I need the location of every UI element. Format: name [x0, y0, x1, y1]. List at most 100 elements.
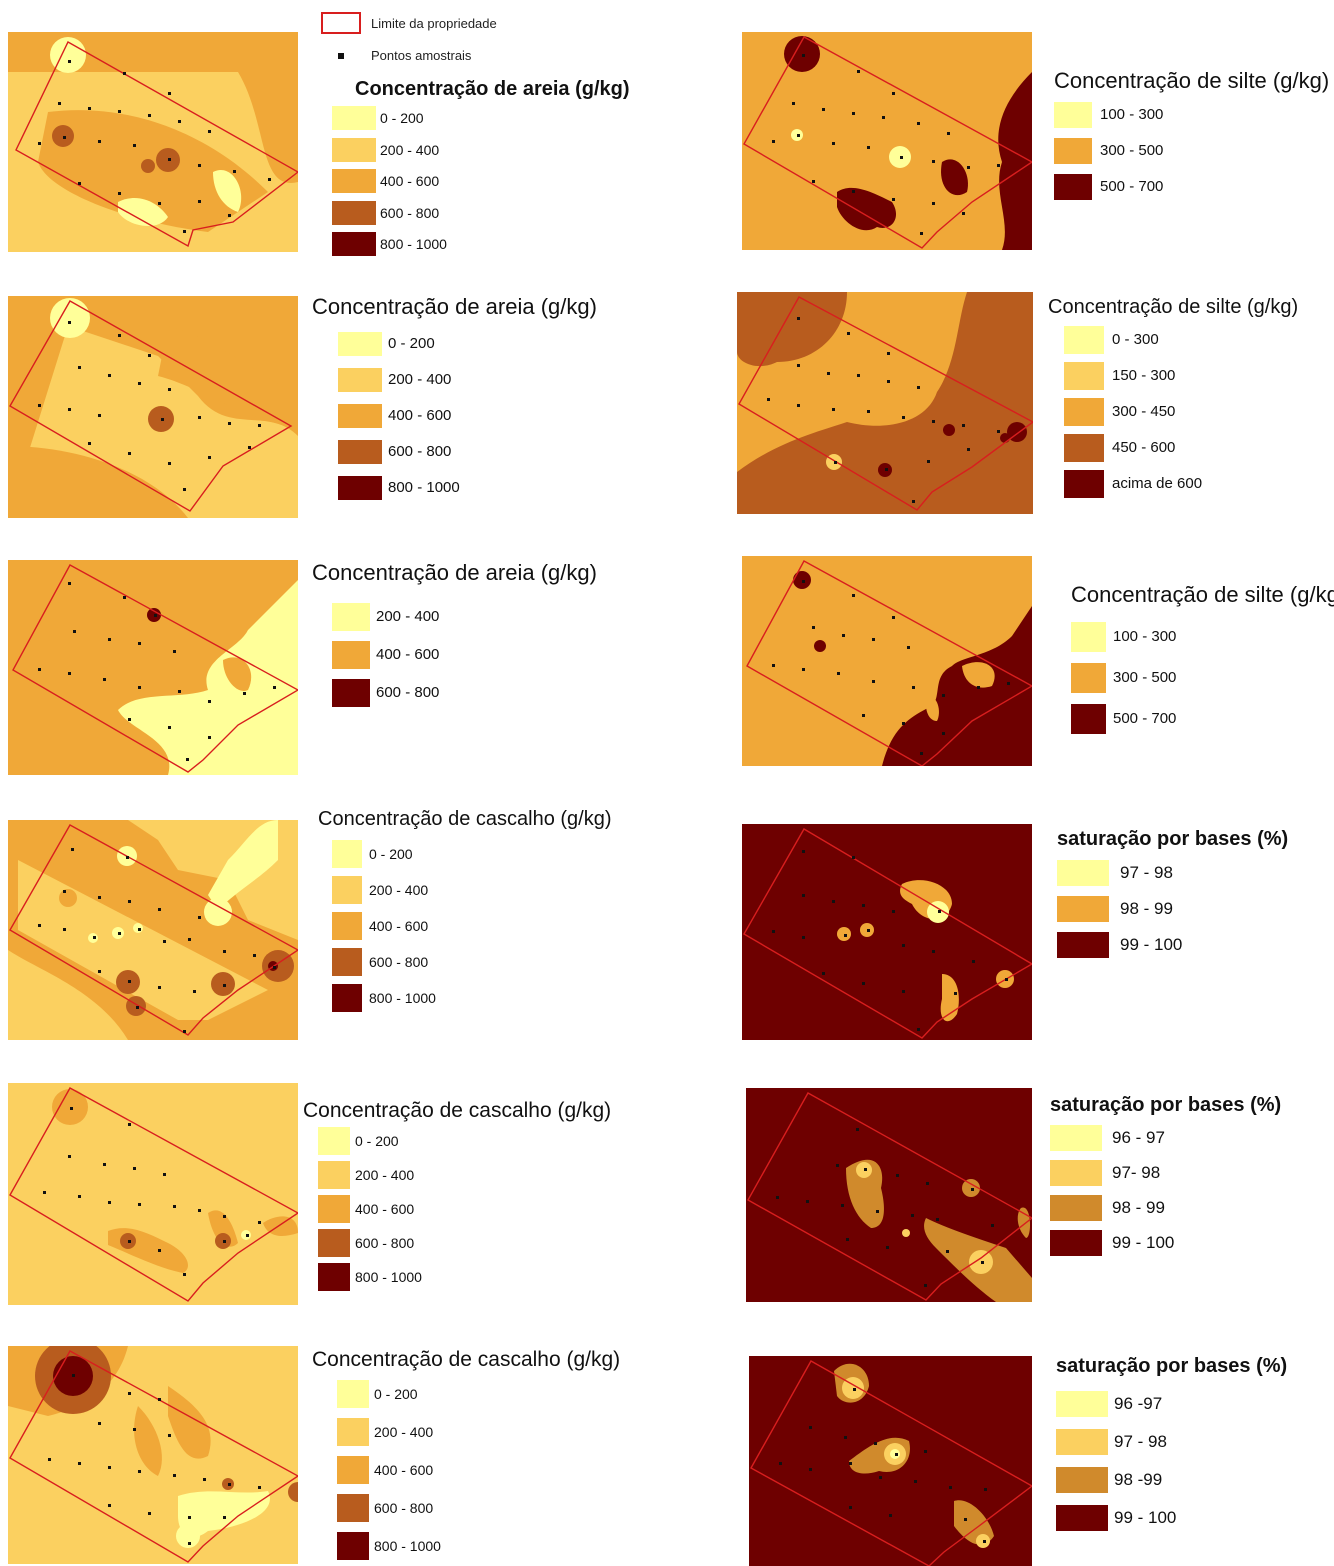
legend-swatch — [332, 948, 362, 976]
legend-swatch — [1071, 704, 1106, 734]
legend-swatch — [1071, 663, 1106, 693]
legend-swatch — [318, 1127, 350, 1155]
legend-class-label: 99 - 100 — [1112, 1233, 1175, 1253]
legend-swatch — [332, 603, 370, 631]
legend-swatch — [1054, 138, 1092, 164]
legend-swatch — [1057, 896, 1109, 922]
legend-class-label: 500 - 700 — [1100, 178, 1164, 196]
legend-class-label: 800 - 1000 — [369, 989, 436, 1006]
legend-swatch — [1056, 1429, 1108, 1455]
legend-class-label: 150 - 300 — [1112, 367, 1176, 385]
legend-class-label: acima de 600 — [1112, 475, 1203, 493]
legend-swatch — [1064, 434, 1104, 462]
map-cascalho-1 — [8, 820, 298, 1040]
legend-class-label: 98 - 99 — [1112, 1198, 1165, 1218]
legend-swatch — [1057, 860, 1109, 886]
legend-swatch — [1050, 1195, 1102, 1221]
legend-class-label: 0 - 200 — [388, 335, 435, 353]
legend-class-label: 450 - 600 — [1112, 439, 1176, 457]
legend-class-label: 400 - 600 — [355, 1200, 415, 1217]
legend-class-label: 800 - 1000 — [380, 236, 447, 253]
legend-swatch — [332, 984, 362, 1012]
legend-swatch — [337, 1418, 369, 1446]
legend-title: Concentração de areia (g/kg) — [312, 294, 597, 319]
legend-class-label: 800 - 1000 — [388, 479, 460, 497]
legend-swatch — [337, 1494, 369, 1522]
legend-title: Concentração de cascalho (g/kg) — [312, 1348, 621, 1371]
legend-swatch — [1064, 362, 1104, 390]
legend-class-label: 200 - 400 — [376, 608, 440, 626]
legend-class-label: 99 - 100 — [1120, 935, 1183, 955]
legend-swatch — [1056, 1391, 1108, 1417]
legend-class-label: 400 - 600 — [380, 173, 440, 190]
legend-class-label: 0 - 200 — [369, 845, 413, 862]
legend-title: Concentração de cascalho (g/kg) — [303, 1099, 612, 1122]
legend-swatch — [318, 1161, 350, 1189]
legend-swatch — [1050, 1125, 1102, 1151]
legend-swatch — [1057, 932, 1109, 958]
legend-class-label: 600 - 800 — [388, 443, 452, 461]
legend-class-label: 400 - 600 — [369, 917, 429, 934]
legend-swatch — [338, 476, 382, 500]
legend-class-label: 97 - 98 — [1114, 1432, 1167, 1452]
legend-class-label: 200 - 400 — [369, 881, 429, 898]
legend-class-label: 99 - 100 — [1114, 1508, 1177, 1528]
legend-swatch — [332, 912, 362, 940]
legend-swatch — [338, 440, 382, 464]
legend-class-label: 300 - 450 — [1112, 403, 1176, 421]
legend-title: saturação por bases (%) — [1057, 828, 1289, 850]
map-bases-2 — [746, 1088, 1032, 1302]
legend-class-label: 100 - 300 — [1113, 628, 1177, 646]
legend-class-label: 300 - 500 — [1100, 142, 1164, 160]
legend-swatch — [338, 368, 382, 392]
legend-class-label: 97 - 98 — [1120, 863, 1173, 883]
legend-class-label: 96 - 97 — [1112, 1128, 1165, 1148]
legend-swatch — [332, 137, 376, 162]
legend-title: Concentração de silte (g/kg) — [1048, 296, 1299, 318]
legend-swatch — [1050, 1230, 1102, 1256]
legend-swatch — [332, 232, 376, 257]
boundary-legend-label: Limite da propriedade — [371, 16, 497, 31]
legend-class-label: 98 -99 — [1114, 1470, 1163, 1490]
map-areia-3 — [8, 560, 298, 775]
legend-class-label: 0 - 200 — [374, 1385, 418, 1402]
legend-class-label: 0 - 300 — [1112, 331, 1159, 349]
legend-title: saturação por bases (%) — [1056, 1355, 1288, 1377]
legend-class-label: 200 - 400 — [388, 371, 452, 389]
legend-class-label: 97- 98 — [1112, 1163, 1161, 1183]
boundary-legend-swatch — [321, 12, 361, 34]
legend-swatch — [1056, 1505, 1108, 1531]
legend-title: Concentração de silte (g/kg) — [1071, 582, 1334, 607]
legend-class-label: 0 - 200 — [355, 1132, 399, 1149]
legend-class-label: 600 - 800 — [376, 684, 440, 702]
legend-swatch — [338, 332, 382, 356]
legend-class-label: 200 - 400 — [374, 1423, 434, 1440]
map-bases-1 — [742, 824, 1032, 1040]
legend-class-label: 400 - 600 — [388, 407, 452, 425]
legend-class-label: 100 - 300 — [1100, 106, 1164, 124]
legend-swatch — [1050, 1160, 1102, 1186]
map-areia-1 — [8, 32, 298, 252]
legend-class-label: 600 - 800 — [369, 953, 429, 970]
legend-class-label: 300 - 500 — [1113, 669, 1177, 687]
legend-swatch — [1064, 398, 1104, 426]
legend-swatch — [332, 876, 362, 904]
legend-class-label: 600 - 800 — [374, 1499, 434, 1516]
legend-class-label: 600 - 800 — [380, 204, 440, 221]
legend-class-label: 800 - 1000 — [355, 1268, 422, 1285]
legend-swatch — [332, 679, 370, 707]
legend-swatch — [318, 1229, 350, 1257]
legend-class-label: 200 - 400 — [380, 141, 440, 158]
legend-swatch — [332, 106, 376, 130]
legend-swatch — [318, 1263, 350, 1291]
legend-class-label: 500 - 700 — [1113, 710, 1177, 728]
legend-title: saturação por bases (%) — [1050, 1094, 1282, 1116]
map-bases-3 — [749, 1356, 1032, 1566]
legend-title: Concentração de cascalho (g/kg) — [318, 808, 612, 830]
legend-swatch — [338, 404, 382, 428]
map-silte-1 — [742, 32, 1032, 250]
legend-title: Concentração de silte (g/kg) — [1054, 68, 1330, 93]
legend-class-label: 0 - 200 — [380, 109, 424, 126]
legend-swatch — [337, 1532, 369, 1560]
legend-class-label: 800 - 1000 — [374, 1537, 441, 1554]
